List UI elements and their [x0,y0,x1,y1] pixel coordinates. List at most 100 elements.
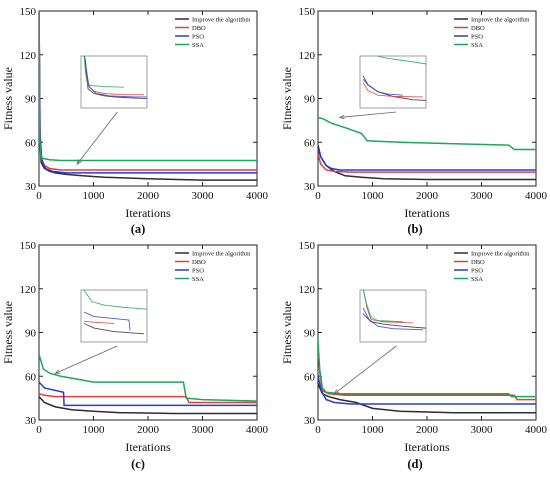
legend-entry: SSA [192,276,204,283]
y-tick-label: 30 [304,415,316,427]
series-line-dbo [39,11,257,171]
inset-line [363,290,404,323]
x-axis-label: Iterations [125,440,171,454]
series-line-ssa [318,339,536,398]
y-axis-label: Fitness value [1,67,15,130]
inset-line [83,323,145,335]
legend-entry: Improve the algorithm [471,250,529,257]
legend-entry: SSA [471,42,483,49]
inset-arrow-line [76,111,118,165]
legend-entry: PSO [471,33,483,40]
y-axis-label: Fitness value [1,301,15,364]
series-line-ssa [39,354,257,402]
inset-arrow-head [338,114,345,120]
series-line-dbo [39,393,257,404]
inset-line [362,82,424,98]
x-tick-label: 4000 [246,424,269,436]
x-tick-label: 0 [315,424,321,436]
inset-series [362,56,426,101]
y-tick-label: 30 [25,181,37,193]
y-tick-label: 60 [25,371,37,383]
x-tick-label: 0 [315,190,321,202]
x-tick-label: 2000 [137,190,160,202]
x-axis-label: Iterations [125,206,171,220]
y-tick-label: 60 [304,371,316,383]
x-axis-label: Iterations [404,206,450,220]
x-tick-label: 1000 [83,424,106,436]
inset-arrow-line [55,345,118,374]
x-tick-label: 0 [36,424,42,436]
x-tick-label: 2000 [416,424,439,436]
legend-entry: SSA [471,276,483,283]
x-tick-label: 0 [36,190,42,202]
series-line-pso [318,376,536,405]
legend-entry: PSO [471,267,483,274]
y-tick-label: 150 [20,240,37,252]
chart-panel-2: 30 60 90 120 150 0 1000 2000 3000 4000 Iterations F… [280,6,548,236]
x-tick-label: 3000 [471,424,494,436]
series-group [39,11,257,181]
legend-entry: DBO [471,25,485,32]
inset-line [83,290,147,310]
inset-frame [80,55,148,109]
y-tick-label: 60 [304,137,316,149]
y-tick-label: 30 [304,181,316,193]
y-tick-label: 120 [20,50,37,62]
series-line-pso [39,381,257,407]
y-tick-label: 120 [299,50,316,62]
series-line-improve-the-algorithm [39,396,257,415]
legend-entry: PSO [192,33,204,40]
x-tick-label: 1000 [362,190,385,202]
inset-arrow-head [76,159,82,165]
series-line-dbo [318,347,536,401]
y-tick-label: 120 [299,284,316,296]
legend-entry: Improve the algorithm [192,16,250,23]
series-line-improve-the-algorithm [318,144,536,181]
series-line-pso [318,149,536,171]
inset-frame [80,289,148,343]
y-tick-label: 120 [20,284,37,296]
x-tick-label: 2000 [137,424,160,436]
series-line-dbo [318,153,536,173]
inset-arrow-head [333,389,340,395]
inset-arrow-line [339,111,397,118]
x-tick-label: 1000 [362,424,385,436]
inset-line [83,320,115,324]
x-tick-label: 1000 [83,190,106,202]
inset-series [83,56,147,100]
legend-entry: Improve the algorithm [192,250,250,257]
series-line-pso [39,11,257,174]
zoom-inset [76,55,148,165]
y-tick-label: 90 [25,94,37,106]
panel-caption: (a) [131,222,146,236]
y-tick-label: 150 [299,240,316,252]
x-tick-label: 4000 [525,190,548,202]
y-tick-label: 90 [304,328,316,340]
inset-arrow-line [334,345,397,395]
legend-entry: Improve the algorithm [471,16,529,23]
inset-line [375,56,426,65]
y-tick-label: 150 [20,6,37,18]
chart-panel-3: 30 60 90 120 150 0 1000 2000 3000 4000 Iterations F… [1,240,269,471]
inset-series [362,290,426,331]
y-tick-label: 90 [25,328,37,340]
series-group [39,354,257,415]
series-group [318,116,536,181]
legend-entry: DBO [192,259,206,266]
x-axis-label: Iterations [404,440,450,454]
y-axis-label: Fitness value [280,301,294,364]
zoom-inset [333,289,427,395]
series-line-improve-the-algorithm [39,11,257,181]
legend-entry: DBO [192,25,206,32]
series-line-improve-the-algorithm [318,383,536,414]
zoom-inset [54,289,148,374]
series-group [318,339,536,414]
panel-caption: (d) [407,457,422,471]
inset-line [362,78,404,96]
zoom-inset [338,55,427,120]
series-line-ssa [318,116,536,151]
y-tick-label: 30 [25,415,37,427]
series-line-ssa [39,11,257,162]
inset-series [83,290,147,335]
legend-entry: PSO [192,267,204,274]
